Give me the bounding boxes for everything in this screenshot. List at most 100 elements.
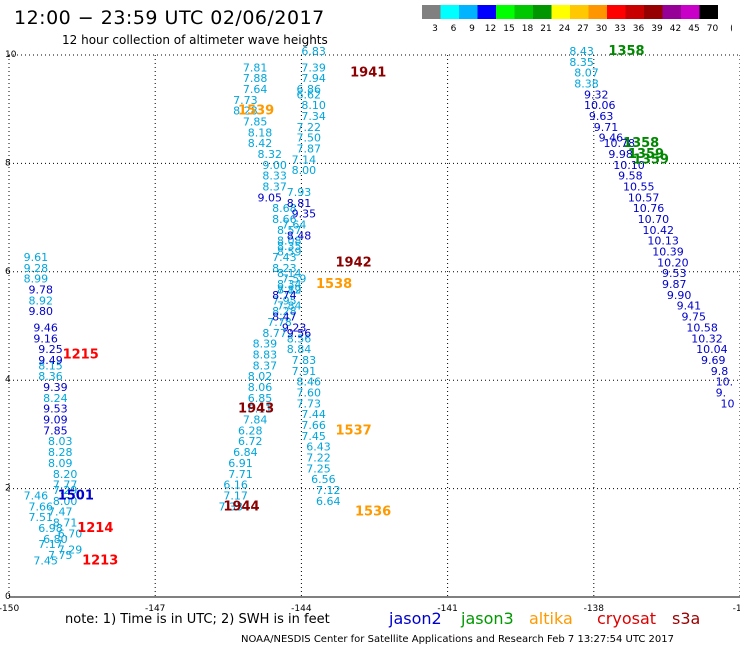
wave-height-value: 7.59 <box>282 273 307 286</box>
wave-height-value: 8.08 <box>277 235 302 248</box>
wave-height-value: 8.00 <box>53 495 78 508</box>
colorbar-label: 36 <box>633 24 645 34</box>
colorbar-label: 30 <box>596 24 608 34</box>
wave-height-value: 8.71 <box>53 517 78 530</box>
pass-time-label: 1538 <box>316 277 352 292</box>
legend-altika: altika <box>529 609 573 628</box>
wave-height-value: 8.23 <box>272 262 297 275</box>
wave-height-value: 8.32 <box>258 148 283 161</box>
wave-height-value: 7.78 <box>267 316 292 329</box>
wave-height-value: 7.81 <box>243 61 267 74</box>
wave-height-value: 9.56 <box>287 327 312 340</box>
colorbar-swatch <box>662 5 681 19</box>
wave-height-value: 8.77 <box>262 327 287 340</box>
wave-height-value: 8.38 <box>574 78 599 91</box>
wave-height-value: 10.58 <box>686 321 718 334</box>
wave-height-value: 9.00 <box>262 159 287 172</box>
page-title: 12:00 − 23:59 UTC 02/06/2017 <box>14 7 325 29</box>
wave-height-value: 9.53 <box>43 403 68 416</box>
wave-height-value: 9.35 <box>292 208 317 221</box>
pass-time-label: 1943 <box>238 402 274 417</box>
y-tick-label: 0 <box>5 592 11 602</box>
wave-height-value: 9.87 <box>662 278 687 291</box>
colorbar-swatch <box>440 5 459 19</box>
wave-height-value: 9.69 <box>701 354 726 367</box>
wave-height-value: 6.85 <box>248 392 273 405</box>
wave-height-value: 6.80 <box>43 533 68 546</box>
wave-height-value: 8.36 <box>38 370 63 383</box>
wave-height-value: 7.83 <box>292 354 317 367</box>
legend-jason3: jason3 <box>461 609 514 628</box>
y-tick-label: 4 <box>5 375 11 385</box>
wave-height-value: 7.22 <box>297 121 322 134</box>
wave-height-value: 8.59 <box>277 246 302 259</box>
wave-height-value: 8.34 <box>277 278 302 291</box>
wave-height-value: 8.18 <box>248 126 273 139</box>
wave-height-value: 7.45 <box>33 554 58 567</box>
pass-time-label: 1941 <box>350 66 386 81</box>
wave-height-value: 7.22 <box>306 452 331 465</box>
wave-height-value: 8.37 <box>262 181 287 194</box>
colorbar-swatch <box>477 5 496 19</box>
note-text: note: 1) Time is in UTC; 2) SWH is in fe… <box>65 612 330 627</box>
colorbar-label: 18 <box>522 24 534 34</box>
wave-height-value: 10.76 <box>633 202 665 215</box>
wave-height-value: 7.45 <box>301 430 326 443</box>
wave-height-value: 9.46 <box>33 321 58 334</box>
wave-height-value: 9.53 <box>662 267 687 280</box>
wave-height-value: 6.64 <box>316 495 341 508</box>
wave-height-value: 9.98 <box>608 148 633 161</box>
wave-height-value: 9.09 <box>43 414 68 427</box>
wave-height-value: 7.34 <box>301 110 326 123</box>
colorbar-swatch <box>422 5 441 19</box>
wave-height-value: 6.91 <box>228 457 253 470</box>
pass-time-label: 1942 <box>336 255 372 270</box>
wave-height-value: 7.47 <box>48 506 72 519</box>
wave-height-value: 8.12 <box>277 283 302 296</box>
colorbar-swatch <box>533 5 552 19</box>
wave-height-value: 8.99 <box>24 273 49 286</box>
wave-height-value: 7.44 <box>301 408 326 421</box>
wave-height-value: 8.84 <box>287 343 312 356</box>
wave-height-value: 7.66 <box>28 500 52 513</box>
wave-height-value: 8.68 <box>272 202 297 215</box>
x-tick-label: -13 <box>733 604 740 614</box>
wave-height-value: 7.87 <box>297 143 322 156</box>
wave-height-value: 6.56 <box>311 473 336 486</box>
wave-height-value: 6.62 <box>297 88 322 101</box>
wave-height-value: 7.84 <box>243 414 267 427</box>
wave-height-value: 6.98 <box>38 522 63 535</box>
legend-s3a: s3a <box>672 609 701 628</box>
wave-height-value: 8.33 <box>262 170 287 183</box>
wave-height-value: 10.32 <box>691 332 723 345</box>
wave-height-value: 7.39 <box>301 61 326 74</box>
wave-height-value: 10.55 <box>623 181 655 194</box>
colorbar-label: 24 <box>559 24 571 34</box>
wave-height-value: 10.70 <box>638 213 670 226</box>
colorbar-label: 9 <box>469 24 475 34</box>
wave-height-value: 8.81 <box>287 197 312 210</box>
wave-height-value: 9.49 <box>38 354 63 367</box>
footer-credit: NOAA/NESDIS Center for Satellite Applica… <box>241 634 674 645</box>
wave-height-value: 7.93 <box>287 186 312 199</box>
wave-height-value: 7.50 <box>297 132 322 145</box>
wave-height-value: 7.71 <box>228 468 253 481</box>
wave-height-value: 7.51 <box>28 511 52 524</box>
wave-height-value: 7.85 <box>243 115 267 128</box>
colorbar-swatch <box>644 5 663 19</box>
colorbar-swatch <box>459 5 478 19</box>
colorbar-label: 33 <box>614 24 625 34</box>
y-tick-label: 10 <box>5 50 17 60</box>
wave-height-value: 7.17 <box>223 489 248 502</box>
pass-time-label: 1359 <box>628 147 664 162</box>
wave-height-value: 10 <box>721 397 735 410</box>
wave-height-value: 8.48 <box>287 229 312 242</box>
colorbar-swatch <box>514 5 533 19</box>
wave-height-value: 7.14 <box>292 153 317 166</box>
wave-height-value: 9.71 <box>594 121 619 134</box>
wave-height-value: 8.02 <box>248 370 273 383</box>
wave-height-value: 8.09 <box>48 457 72 470</box>
colorbar-label: 45 <box>688 24 699 34</box>
